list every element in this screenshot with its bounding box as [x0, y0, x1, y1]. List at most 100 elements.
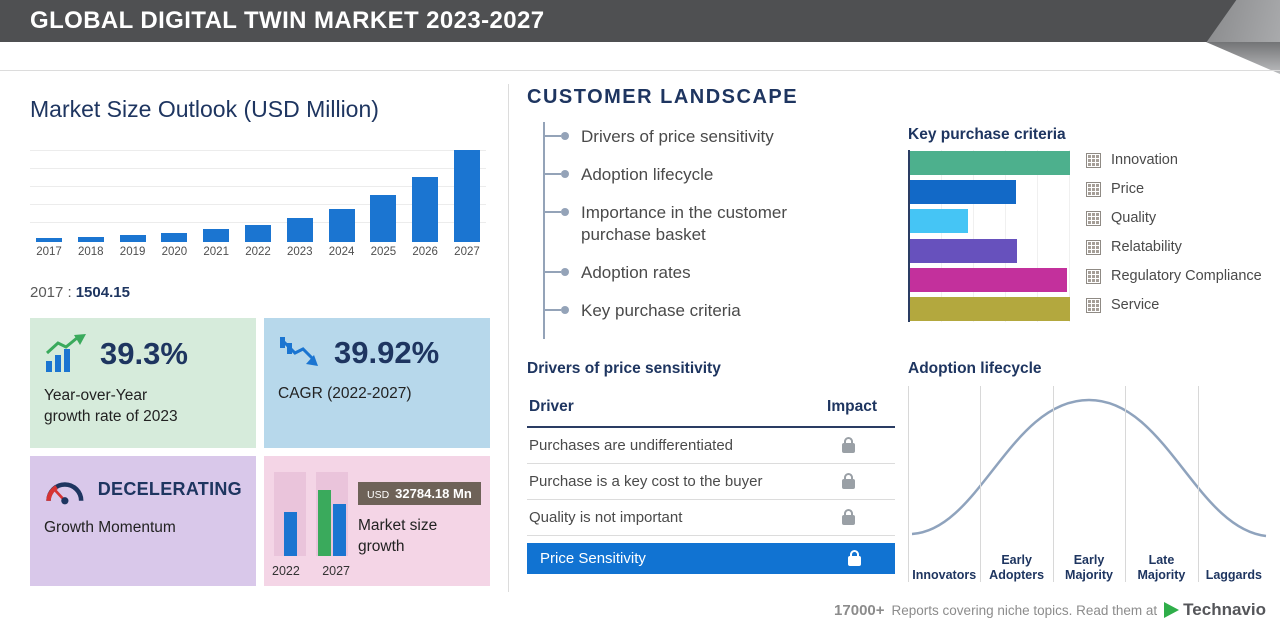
mini-bar-2022: [284, 512, 297, 556]
customer-landscape-item-label: Importance in the customer purchase bask…: [581, 203, 787, 244]
legend-label: Innovation: [1111, 152, 1178, 168]
base-year-number: 1504.15: [76, 284, 130, 301]
market-bar-column: 2017: [30, 238, 68, 258]
key-purchase-criteria-chart: [908, 150, 1072, 322]
legend-item: Quality: [1086, 210, 1262, 226]
lifecycle-stage-label: Early Adopters: [980, 553, 1052, 582]
drivers-table-rows: Purchases are undifferentiatedPurchase i…: [527, 428, 895, 536]
market-year-label: 2021: [203, 246, 229, 258]
market-year-label: 2027: [454, 246, 480, 258]
market-bar: [329, 209, 355, 242]
timeline-dot-icon: [545, 211, 561, 213]
adoption-lifecycle-chart: [908, 386, 1270, 548]
criteria-bar: [910, 239, 1017, 263]
market-year-label: 2025: [371, 246, 397, 258]
customer-landscape-item: Adoption rates: [545, 262, 833, 284]
market-bar-column: 2025: [364, 195, 402, 258]
timeline-dot-icon: [545, 271, 561, 273]
market-bar-column: 2022: [239, 225, 277, 258]
customer-landscape-item-label: Adoption rates: [581, 263, 691, 282]
legend-swatch-icon: [1086, 153, 1101, 168]
yoy-label-line2: growth rate of 2023: [44, 407, 242, 428]
momentum-value: DECELERATING: [98, 479, 242, 500]
yoy-label-line1: Year-over-Year: [44, 386, 242, 407]
legend-item: Regulatory Compliance: [1086, 268, 1262, 284]
mini-column-2022: [274, 472, 306, 556]
market-bar: [36, 238, 62, 242]
lifecycle-stage-label: Laggards: [1198, 568, 1270, 582]
driver-label: Quality is not important: [529, 509, 682, 526]
timeline-dot-icon: [545, 309, 561, 311]
key-purchase-criteria-legend: InnovationPriceQualityRelatabilityRegula…: [1086, 152, 1262, 326]
market-size-chart: 2017201820192020202120222023202420252026…: [30, 130, 486, 258]
legend-label: Quality: [1111, 210, 1156, 226]
market-year-label: 2017: [36, 246, 62, 258]
page-title: GLOBAL DIGITAL TWIN MARKET 2023-2027: [0, 0, 1280, 42]
size-label-line1: Market size: [358, 516, 437, 537]
market-bar: [245, 225, 271, 242]
bell-curve-icon: [908, 386, 1270, 548]
lifecycle-stage-label: Innovators: [908, 568, 980, 582]
badge-value: 32784.18 Mn: [395, 486, 472, 501]
legend-swatch-icon: [1086, 269, 1101, 284]
yoy-label: Year-over-Year growth rate of 2023: [44, 386, 242, 428]
legend-label: Service: [1111, 297, 1159, 313]
footer: 17000+ Reports covering niche topics. Re…: [834, 600, 1266, 620]
customer-landscape-item: Drivers of price sensitivity: [545, 126, 833, 148]
key-purchase-criteria-title: Key purchase criteria: [908, 126, 1066, 144]
lifecycle-stage-label: Early Majority: [1053, 553, 1125, 582]
usd-value-badge: USD 32784.18 Mn: [358, 482, 481, 505]
legend-swatch-icon: [1086, 211, 1101, 226]
market-bar: [120, 235, 146, 242]
market-bar-column: 2023: [281, 218, 319, 258]
adoption-lifecycle-stages: InnovatorsEarly AdoptersEarly Majority La…: [908, 548, 1270, 582]
lock-icon: [842, 515, 855, 525]
legend-item: Relatability: [1086, 239, 1262, 255]
legend-item: Service: [1086, 297, 1262, 313]
mini-bar-growth: [318, 490, 331, 556]
customer-landscape-title: CUSTOMER LANDSCAPE: [527, 86, 798, 109]
infographic-page: GLOBAL DIGITAL TWIN MARKET 2023-2027 Mar…: [0, 0, 1280, 624]
customer-landscape-item-label: Adoption lifecycle: [581, 165, 713, 184]
market-bar-column: 2019: [114, 235, 152, 258]
legend-label: Relatability: [1111, 239, 1182, 255]
speedometer-icon: [44, 472, 86, 506]
mini-growth-chart: [274, 472, 348, 556]
mini-year-start: 2022: [272, 564, 300, 578]
market-bar-column: 2018: [72, 237, 110, 258]
criteria-bar: [910, 180, 1016, 204]
criteria-bar: [910, 297, 1070, 321]
lock-icon: [842, 479, 855, 489]
legend-label: Regulatory Compliance: [1111, 268, 1262, 284]
market-bar: [370, 195, 396, 242]
brand-name: Technavio: [1183, 600, 1266, 620]
market-bar-column: 2024: [323, 209, 361, 258]
momentum-label: Growth Momentum: [44, 518, 242, 539]
market-year-label: 2023: [287, 246, 313, 258]
criteria-bar: [910, 151, 1070, 175]
customer-landscape-item-label: Key purchase criteria: [581, 301, 741, 320]
mini-column-2027: [316, 472, 348, 556]
cagr-label: CAGR (2022-2027): [278, 384, 476, 405]
driver-label: Purchases are undifferentiated: [529, 437, 733, 454]
customer-landscape-list: Drivers of price sensitivity Adoption lif…: [543, 122, 833, 339]
base-year-label: 2017 :: [30, 284, 72, 301]
market-year-label: 2020: [162, 246, 188, 258]
market-size-growth-card: 2022 2027 USD 32784.18 Mn Market size gr…: [264, 456, 490, 586]
customer-landscape-item-label: Drivers of price sensitivity: [581, 127, 774, 146]
mini-bar-2027: [333, 504, 346, 556]
legend-swatch-icon: [1086, 240, 1101, 255]
lock-icon: [842, 443, 855, 453]
report-count: 17000+: [834, 602, 884, 619]
legend-swatch-icon: [1086, 298, 1101, 313]
market-bar: [412, 177, 438, 242]
market-year-label: 2019: [120, 246, 146, 258]
lock-icon: [848, 556, 861, 566]
market-bar-column: 2021: [197, 229, 235, 258]
yoy-value: 39.3%: [100, 336, 188, 372]
market-year-label: 2024: [329, 246, 355, 258]
drivers-table-header: Driver Impact: [527, 390, 895, 428]
legend-item: Innovation: [1086, 152, 1262, 168]
technavio-logo[interactable]: Technavio: [1164, 600, 1266, 620]
header-divider: [0, 70, 1280, 71]
